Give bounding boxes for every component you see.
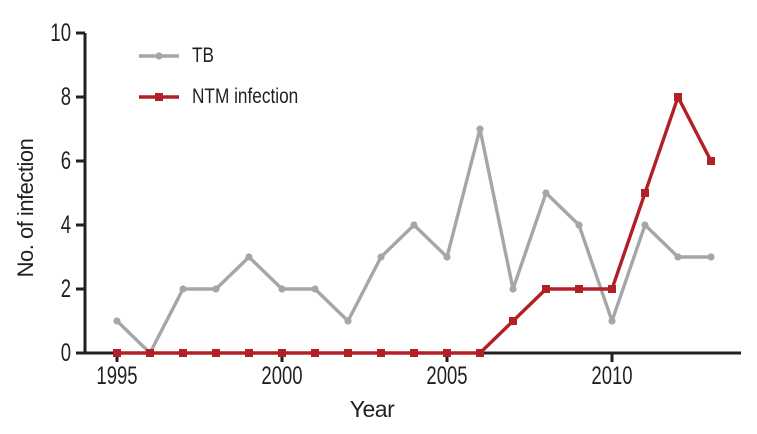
ntm-infection-marker xyxy=(113,349,121,357)
ntm-infection-marker xyxy=(245,349,253,357)
x-tick-label: 1995 xyxy=(96,361,137,389)
tb-marker xyxy=(608,317,616,325)
ntm-infection-marker xyxy=(608,285,616,293)
ntm-infection-marker xyxy=(641,189,649,197)
legend-label-tb: TB xyxy=(192,44,215,67)
tb-marker xyxy=(542,189,550,197)
x-tick-label: 2000 xyxy=(261,361,302,389)
ntm-infection-marker xyxy=(344,349,352,357)
ntm-infection-marker xyxy=(179,349,187,357)
legend: TB NTM infection xyxy=(138,44,322,126)
ntm-line-swatch-icon xyxy=(139,93,179,101)
ntm-infection-marker xyxy=(509,317,517,325)
ntm-infection-marker xyxy=(476,349,484,357)
y-tick-label: 4 xyxy=(61,210,71,238)
ntm-infection-marker xyxy=(146,349,154,357)
ntm-infection-marker xyxy=(212,349,220,357)
tb-marker xyxy=(311,285,319,293)
ntm-infection-marker xyxy=(707,157,715,165)
tb-line xyxy=(115,127,713,355)
tb-marker xyxy=(641,221,649,229)
tb-marker xyxy=(509,285,517,293)
x-tick-label: 2010 xyxy=(591,361,632,389)
legend-item-ntm-infection: NTM infection xyxy=(138,85,322,109)
legend-label-ntm-infection: NTM infection xyxy=(192,85,299,108)
tb-marker xyxy=(377,253,385,261)
tb-line-swatch-icon xyxy=(139,52,179,60)
ntm-infection-marker xyxy=(575,285,583,293)
y-tick-label: 8 xyxy=(61,82,71,110)
ntm-infection-marker xyxy=(542,285,550,293)
x-axis-title: Year xyxy=(349,396,395,422)
y-tick-label: 0 xyxy=(61,338,71,366)
tb-marker xyxy=(344,317,352,325)
ntm-infection-marker xyxy=(377,349,385,357)
y-tick-label: 10 xyxy=(50,18,71,46)
tb-marker xyxy=(212,285,220,293)
y-tick-label: 2 xyxy=(61,274,71,302)
tb-marker xyxy=(575,221,583,229)
tb-marker xyxy=(476,125,484,133)
tb-marker xyxy=(278,285,286,293)
tb-marker xyxy=(113,317,121,325)
tb-marker xyxy=(674,253,682,261)
ntm-infection-marker xyxy=(410,349,418,357)
tb-marker xyxy=(410,221,418,229)
x-tick-label: 2005 xyxy=(426,361,467,389)
tb-marker xyxy=(707,253,715,261)
y-tick-label: 6 xyxy=(61,146,71,174)
tb-marker xyxy=(443,253,451,261)
y-axis-title: No. of infection xyxy=(13,138,38,278)
ntm-infection-marker xyxy=(311,349,319,357)
ntm-infection-marker xyxy=(674,93,682,101)
tb-marker xyxy=(179,285,187,293)
tb-marker xyxy=(245,253,253,261)
ntm-infection-marker xyxy=(278,349,286,357)
legend-item-tb: TB xyxy=(138,44,322,68)
ntm-infection-marker xyxy=(443,349,451,357)
